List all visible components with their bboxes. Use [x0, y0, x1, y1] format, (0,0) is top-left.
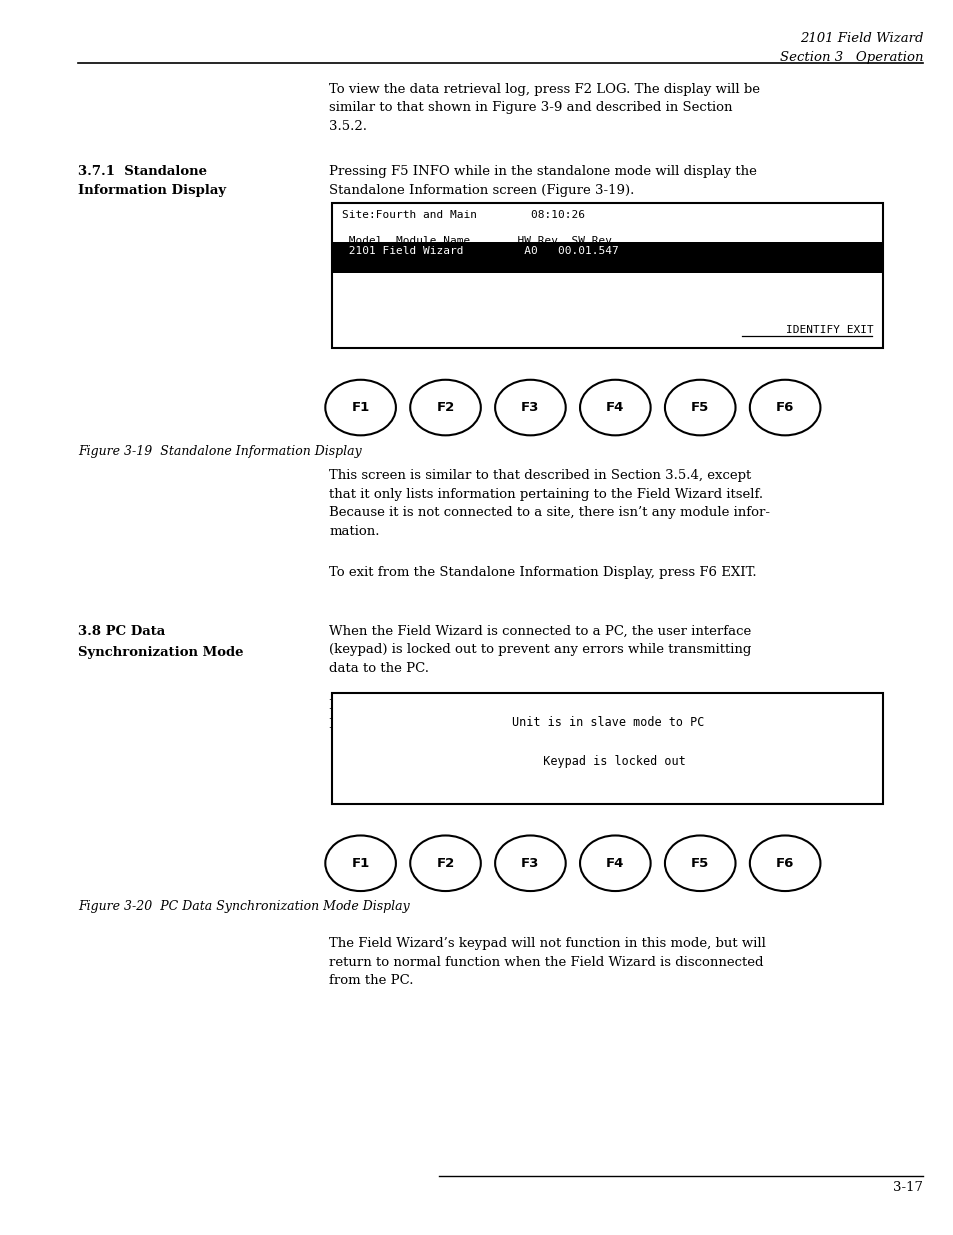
- Ellipse shape: [495, 380, 565, 436]
- Ellipse shape: [749, 835, 820, 892]
- Text: Figure 3-19  Standalone Information Display: Figure 3-19 Standalone Information Displ…: [78, 445, 361, 458]
- Text: Section 3   Operation: Section 3 Operation: [780, 51, 923, 64]
- Ellipse shape: [410, 380, 480, 436]
- Text: In this mode, the Field Wizard’s display looks like that shown in
Figure 3-20.: In this mode, the Field Wizard’s display…: [329, 699, 758, 731]
- Text: Pressing F5 INFO while in the standalone mode will display the
Standalone Inform: Pressing F5 INFO while in the standalone…: [329, 165, 757, 198]
- Text: To exit from the Standalone Information Display, press F6 EXIT.: To exit from the Standalone Information …: [329, 566, 756, 579]
- Text: F6: F6: [775, 401, 794, 414]
- Ellipse shape: [495, 835, 565, 892]
- Text: 2101 Field Wizard: 2101 Field Wizard: [800, 32, 923, 46]
- Ellipse shape: [410, 835, 480, 892]
- Text: Information Display: Information Display: [78, 184, 226, 198]
- Text: F2: F2: [436, 401, 455, 414]
- Ellipse shape: [749, 380, 820, 436]
- Text: When the Field Wizard is connected to a PC, the user interface
(keypad) is locke: When the Field Wizard is connected to a …: [329, 625, 751, 674]
- Ellipse shape: [325, 380, 395, 436]
- Text: IDENTIFY EXIT: IDENTIFY EXIT: [785, 325, 873, 335]
- Text: F5: F5: [690, 401, 709, 414]
- Ellipse shape: [579, 380, 650, 436]
- Text: 3.8 PC Data: 3.8 PC Data: [78, 625, 165, 638]
- Ellipse shape: [664, 835, 735, 892]
- Text: Keypad is locked out: Keypad is locked out: [529, 756, 685, 768]
- Bar: [332, 693, 882, 804]
- Text: F1: F1: [351, 857, 370, 869]
- Bar: [332, 242, 882, 273]
- Text: F3: F3: [520, 401, 539, 414]
- Text: The Field Wizard’s keypad will not function in this mode, but will
return to nor: The Field Wizard’s keypad will not funct…: [329, 937, 765, 987]
- Text: F4: F4: [605, 857, 624, 869]
- Text: To view the data retrieval log, press F2 LOG. The display will be
similar to tha: To view the data retrieval log, press F2…: [329, 83, 760, 132]
- Bar: [332, 203, 882, 348]
- Text: Synchronization Mode: Synchronization Mode: [78, 646, 243, 659]
- Text: Unit is in slave mode to PC: Unit is in slave mode to PC: [511, 716, 703, 730]
- Ellipse shape: [664, 380, 735, 436]
- Text: 3.7.1  Standalone: 3.7.1 Standalone: [78, 165, 207, 179]
- Text: This screen is similar to that described in Section 3.5.4, except
that it only l: This screen is similar to that described…: [329, 469, 769, 537]
- Text: F2: F2: [436, 857, 455, 869]
- Text: Model  Module Name       HW Rev  SW Rev: Model Module Name HW Rev SW Rev: [341, 236, 611, 246]
- Text: 2101 Field Wizard         A0   00.01.547: 2101 Field Wizard A0 00.01.547: [341, 246, 618, 256]
- Text: Figure 3-20  PC Data Synchronization Mode Display: Figure 3-20 PC Data Synchronization Mode…: [78, 900, 410, 914]
- Text: F1: F1: [351, 401, 370, 414]
- Ellipse shape: [325, 835, 395, 892]
- Text: 3-17: 3-17: [893, 1181, 923, 1194]
- Text: F4: F4: [605, 401, 624, 414]
- Text: Site:Fourth and Main        08:10:26: Site:Fourth and Main 08:10:26: [341, 210, 584, 220]
- Text: F5: F5: [690, 857, 709, 869]
- Ellipse shape: [579, 835, 650, 892]
- Text: F3: F3: [520, 857, 539, 869]
- Text: F6: F6: [775, 857, 794, 869]
